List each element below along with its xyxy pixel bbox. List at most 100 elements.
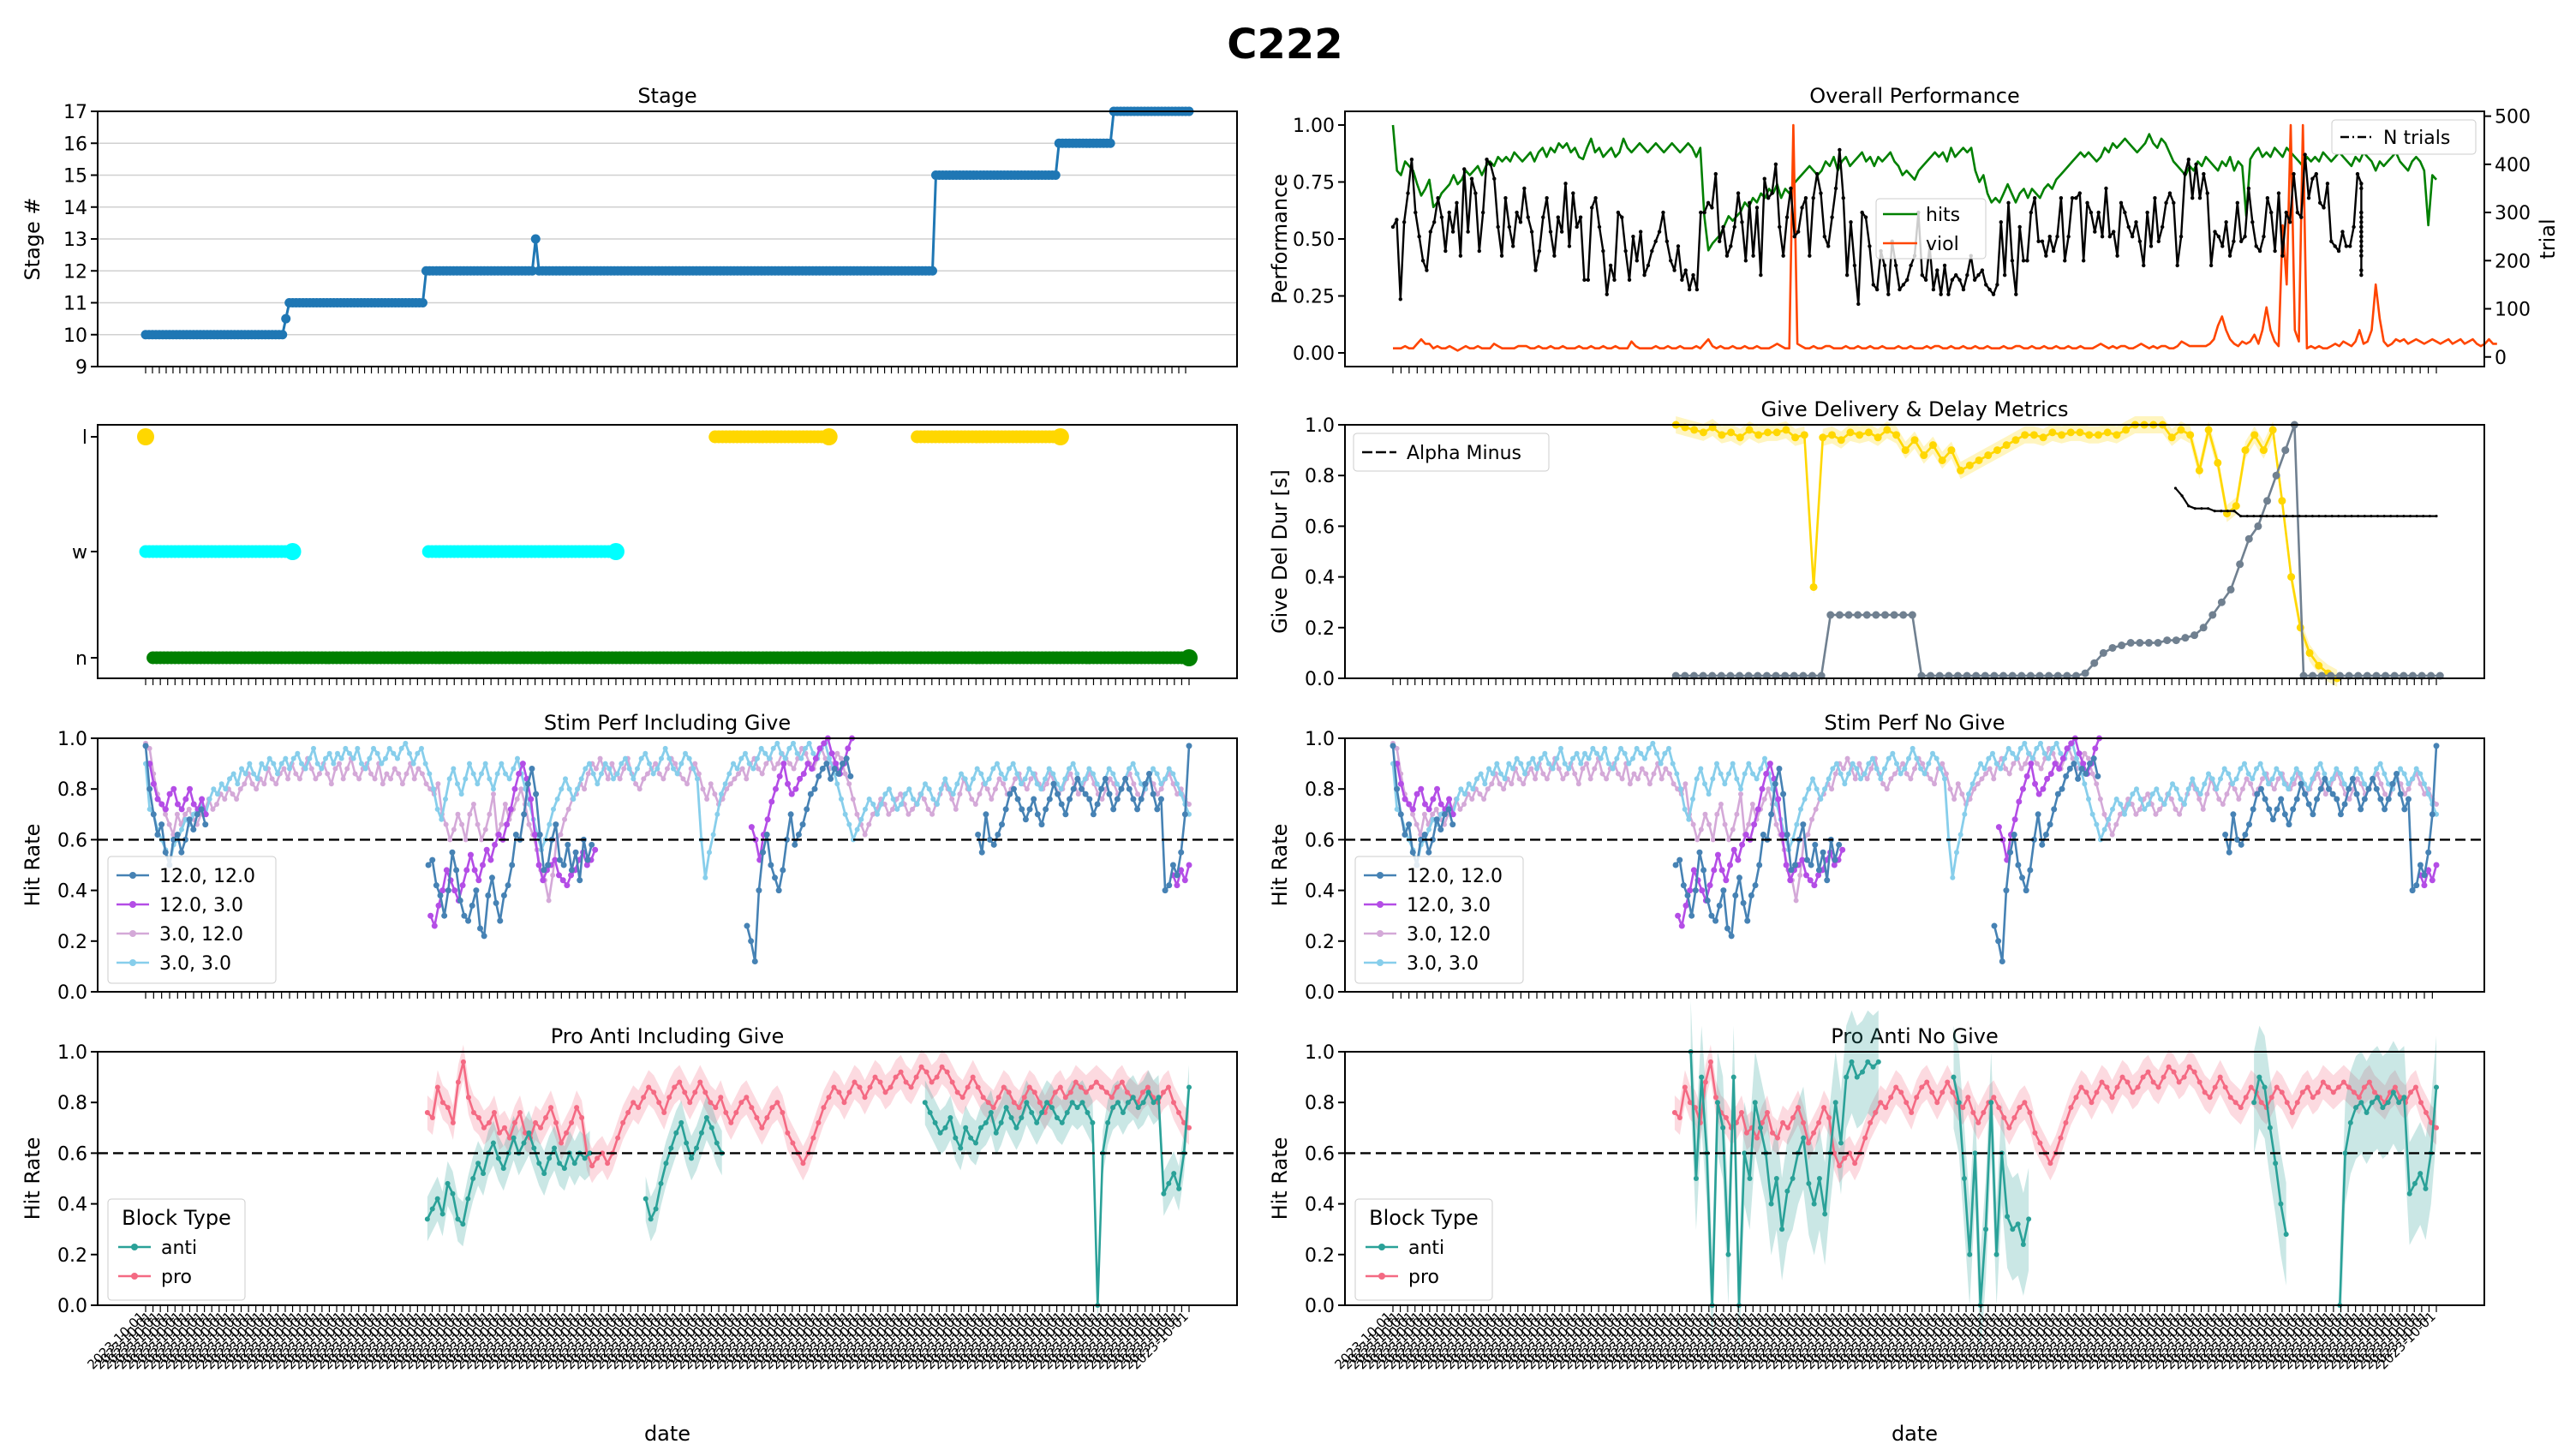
pro-line-point — [579, 1114, 585, 1120]
series-3-3-point — [954, 781, 960, 787]
alpha-minus-line-point — [2402, 514, 2406, 518]
gold-line-point — [1874, 433, 1882, 442]
ntrials-line-point — [2142, 263, 2146, 268]
ntrials-line-point — [1447, 210, 1451, 215]
pro-line-point — [666, 1095, 672, 1101]
anti-line-point — [526, 1130, 532, 1136]
series-12-3-point — [845, 745, 852, 752]
series-12-3-point — [1727, 862, 1734, 868]
series-12-3-point — [492, 841, 499, 848]
series-3-12-point — [234, 797, 240, 803]
series-3-12-point — [2011, 761, 2017, 767]
y-tick-label: 16 — [63, 134, 87, 155]
anti-line-point — [2256, 1074, 2262, 1080]
pro-line-point — [708, 1100, 714, 1106]
series-12-3-point — [2092, 745, 2099, 752]
legend-frame — [107, 1198, 246, 1301]
slate-line-point — [2081, 669, 2089, 677]
series-12-12-point — [1134, 806, 1141, 813]
ntrials-line-point — [1694, 287, 1700, 292]
series-3-3-point — [275, 771, 280, 777]
series-3-3-point — [2341, 781, 2347, 787]
series-12-12 — [144, 745, 1191, 963]
pro-line-point — [1062, 1095, 1068, 1101]
series-12-12-point — [760, 849, 767, 856]
series-3-12-point — [736, 771, 742, 777]
series-3-12-point — [759, 771, 765, 777]
series-3-3-point — [2334, 766, 2340, 772]
ntrials-line-point — [1480, 210, 1485, 215]
ntrials-line-point — [1935, 268, 1939, 272]
ntrials-line-point — [1485, 158, 1489, 162]
side-point-w — [607, 543, 625, 560]
series-12-12-point — [2413, 882, 2420, 889]
series-3-3-point — [1682, 806, 1688, 812]
series-3-3-point — [971, 776, 976, 782]
anti-line-point — [1961, 1176, 1967, 1181]
y-tick-label: 0.50 — [1293, 230, 1335, 251]
series-3-12-point — [1457, 806, 1463, 812]
slate-line-point — [2090, 659, 2099, 667]
series-3-3-point — [403, 740, 409, 746]
series-12-12-point — [2023, 887, 2029, 894]
series-3-3-point — [359, 761, 364, 767]
series-3-3-point — [770, 745, 776, 751]
series-12-12-point — [1433, 816, 1440, 823]
series-3-12-point — [1666, 771, 1672, 777]
pro-line-point — [1862, 1135, 1868, 1141]
legend-marker — [131, 1244, 138, 1250]
pro-line-point — [2325, 1084, 2331, 1090]
ntrials-line-point — [2134, 220, 2138, 224]
legend-marker — [1378, 1244, 1385, 1250]
anti-line-point — [973, 1140, 979, 1146]
series-3-12-point — [739, 766, 745, 772]
series-3-3-point — [1158, 781, 1164, 787]
ntrials-line-point — [2314, 171, 2318, 176]
series-12-12-point — [2003, 887, 2010, 894]
anti-line-point — [511, 1135, 517, 1141]
series-12-3-point — [1739, 841, 1746, 848]
series-12-3-point — [2056, 766, 2063, 773]
alpha-minus-line-point — [2323, 514, 2328, 518]
series-3-3-point — [1798, 806, 1803, 812]
series-12-3-point — [828, 750, 835, 757]
alpha-minus-line-point — [2258, 514, 2262, 518]
anti-line-point — [2369, 1100, 2375, 1106]
series-3-12-point — [1840, 766, 1846, 772]
ntrials-line-point — [1972, 277, 1977, 282]
series-3-3-point — [1690, 797, 1695, 803]
legend-marker — [1377, 959, 1384, 966]
anti-line-point — [2026, 1216, 2032, 1222]
alpha-minus-line-point — [2382, 514, 2386, 518]
pro-line-point — [965, 1084, 971, 1090]
series-3-3-point — [2029, 755, 2035, 761]
series-12-3-point — [467, 851, 474, 858]
series-3-12-point — [1509, 781, 1515, 787]
alpha-minus-line-point — [2370, 514, 2373, 518]
ntrials-line-point — [2208, 263, 2214, 268]
gold-line-point — [1993, 446, 2001, 455]
series-3-3-point — [367, 755, 373, 761]
series-12-12 — [1391, 745, 2438, 963]
pro-line-point — [1124, 1089, 1130, 1095]
anti-line-point — [1832, 1100, 1838, 1106]
ntrials-line-point — [1616, 210, 1621, 215]
series-3-12-point — [1186, 801, 1192, 807]
pro-band — [427, 1044, 1189, 1184]
ntrials-line-point — [2359, 244, 2364, 248]
ntrials-line-point — [2359, 224, 2364, 230]
series-12-3-point — [535, 862, 542, 868]
series-3-12-point — [479, 837, 485, 843]
series-3-3-point — [1094, 781, 1100, 787]
alpha-minus-line-point — [2226, 510, 2229, 513]
series-3-3-point — [319, 766, 325, 772]
series-12-12-point — [792, 841, 798, 848]
series-3-3-point — [1526, 761, 1532, 767]
legend-label: N trials — [2383, 128, 2450, 149]
series-12-12-point — [978, 849, 985, 856]
series-3-3-point — [1818, 797, 1824, 803]
y-tick-label: 0.0 — [1305, 669, 1335, 690]
pro-line-point — [1970, 1110, 1976, 1116]
series-3-3-point — [1127, 766, 1132, 772]
